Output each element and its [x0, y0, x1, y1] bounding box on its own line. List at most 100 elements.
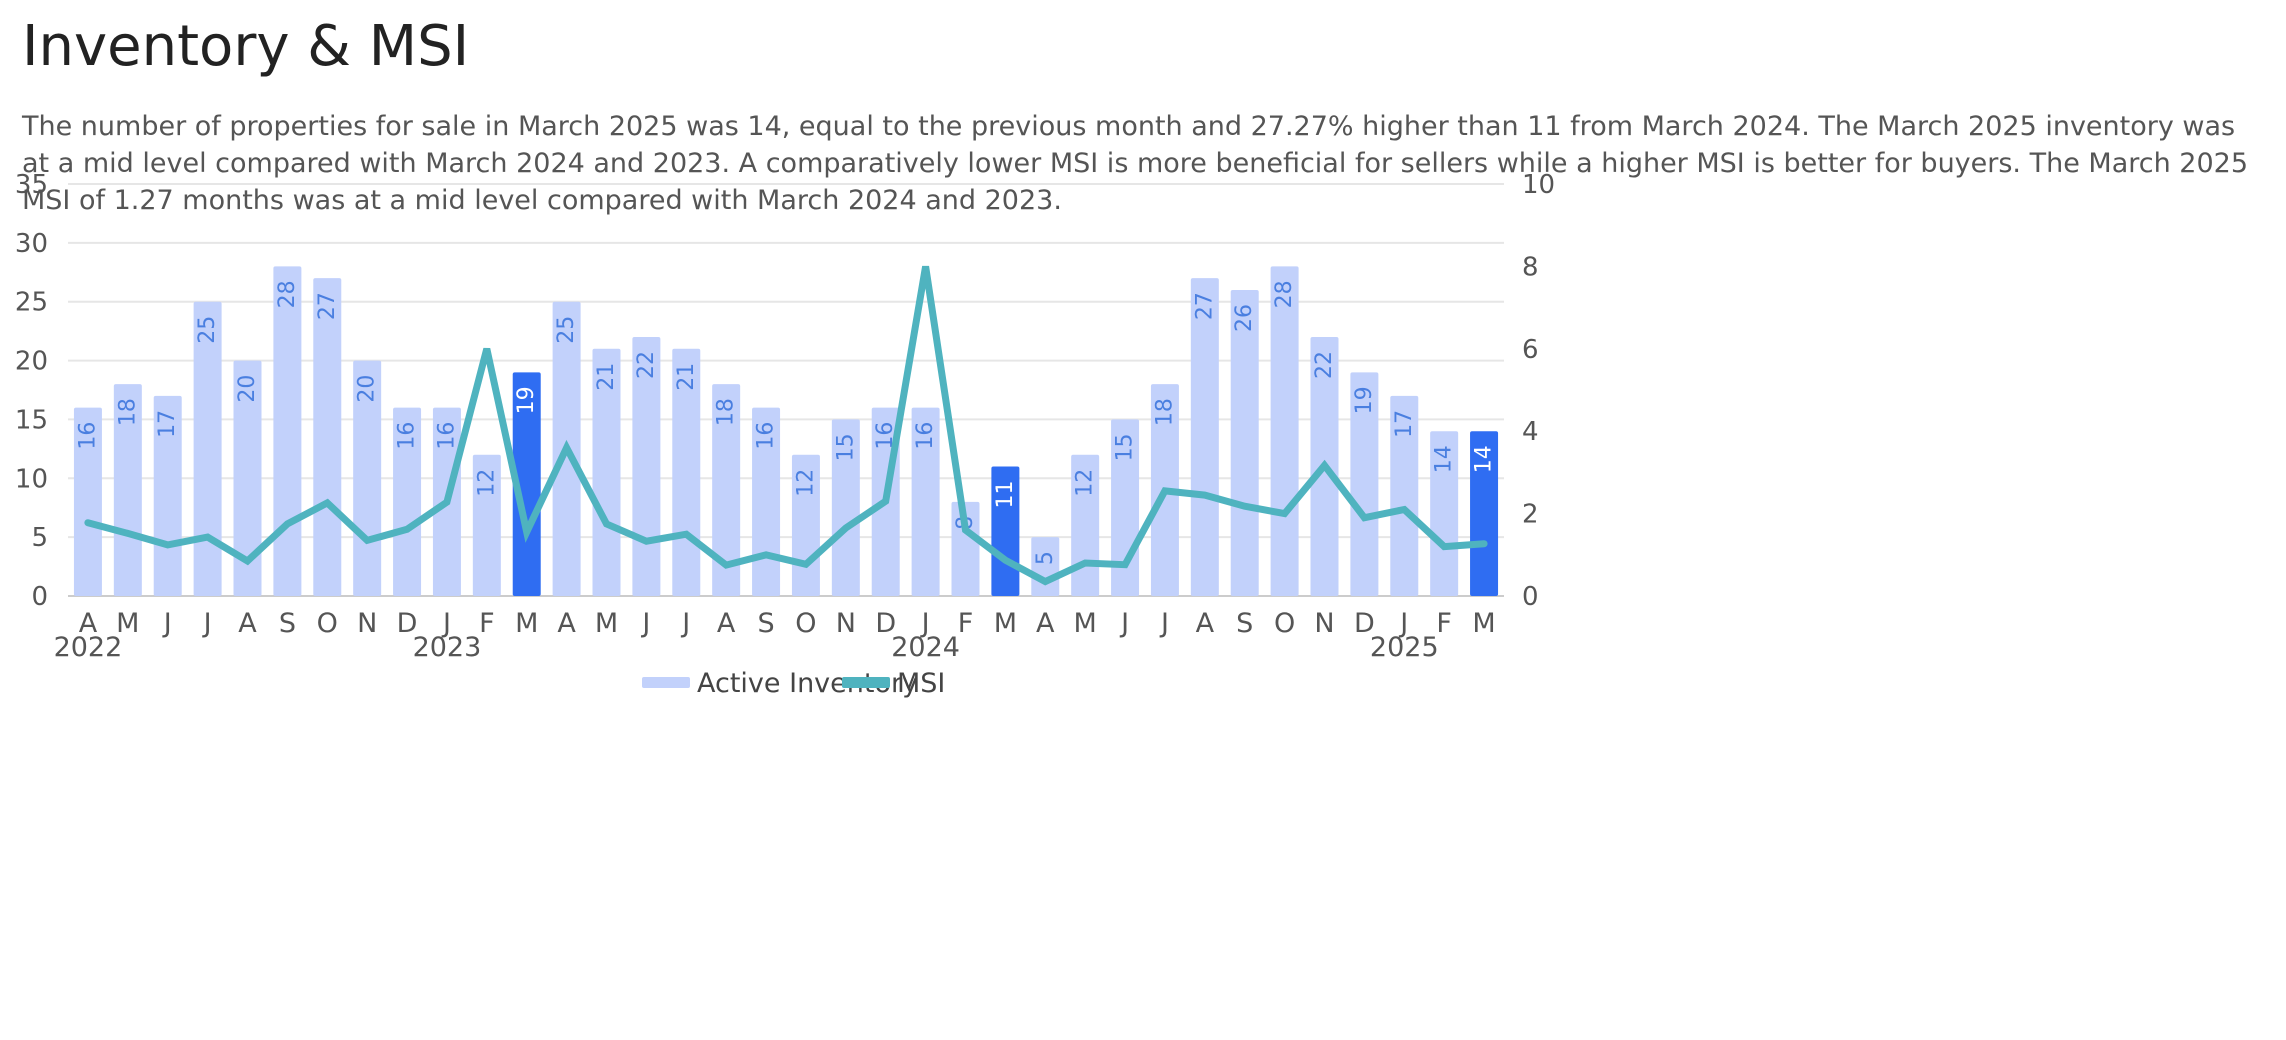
- left-axis-tick-label: 25: [15, 288, 48, 318]
- x-axis-year-label: 2024: [891, 632, 960, 663]
- inventory-bar-label: 16: [434, 422, 459, 450]
- x-axis-month-label: S: [757, 608, 774, 639]
- inventory-bar-label: 16: [913, 422, 938, 450]
- inventory-bar: [472, 454, 501, 596]
- inventory-bar: [831, 419, 860, 596]
- inventory-bar-label: 18: [115, 398, 140, 426]
- inventory-bar-label: 21: [674, 363, 699, 391]
- inventory-bar: [632, 337, 661, 596]
- x-axis-month-label: J: [1159, 608, 1169, 639]
- x-axis-month-label: N: [357, 608, 377, 639]
- x-axis-month-label: J: [202, 608, 212, 639]
- inventory-bar-label: 20: [355, 375, 380, 403]
- left-y-axis: 0 5 10 15 20 25 30 35: [15, 170, 48, 612]
- legend-swatch-active-inventory: [642, 677, 690, 688]
- left-axis-tick-label: 35: [15, 170, 48, 200]
- x-axis-month-label: N: [836, 608, 856, 639]
- inventory-bar: [1470, 431, 1499, 596]
- inventory-bar-label: 25: [195, 316, 220, 344]
- inventory-bar-label: 17: [1392, 410, 1417, 438]
- inventory-bar: [393, 407, 422, 596]
- right-axis-tick-label: 0: [1522, 582, 1539, 612]
- right-axis-tick-label: 10: [1522, 170, 1555, 200]
- inventory-bar-label: 27: [315, 292, 340, 320]
- line-series-msi: [84, 265, 1488, 586]
- inventory-bar-label: 28: [275, 280, 300, 308]
- inventory-bar-label: 15: [833, 433, 858, 461]
- inventory-bar-label: 22: [634, 351, 659, 379]
- inventory-bar-label: 19: [1352, 386, 1377, 414]
- inventory-bar-label: 18: [714, 398, 739, 426]
- inventory-bar: [273, 266, 302, 596]
- x-axis-month-label: F: [479, 608, 495, 639]
- inventory-bar: [712, 384, 741, 596]
- inventory-bar-label: 19: [514, 386, 539, 414]
- x-axis-month-label: J: [1119, 608, 1129, 639]
- x-axis-month-label: D: [875, 608, 896, 639]
- inventory-bar: [1270, 266, 1299, 596]
- inventory-bar-label: 17: [155, 410, 180, 438]
- inventory-bar: [752, 407, 781, 596]
- x-axis-year-label: 2022: [54, 632, 123, 663]
- right-axis-tick-label: 6: [1522, 335, 1539, 365]
- x-axis-month-label: M: [116, 608, 139, 639]
- right-axis-tick-label: 4: [1522, 417, 1539, 447]
- chart-description: The number of properties for sale in Mar…: [22, 111, 2248, 216]
- x-axis-month-label: F: [958, 608, 974, 639]
- inventory-bar-label: 5: [1033, 551, 1058, 565]
- x-axis-month-label: M: [515, 608, 538, 639]
- inventory-bar-label: 21: [594, 363, 619, 391]
- x-axis-month-label: M: [1074, 608, 1097, 639]
- x-axis-month-label: O: [317, 608, 338, 639]
- x-axis-month-label: J: [441, 608, 451, 639]
- x-axis: A M J J A S O N D J F M A M J J A S O N D J F M A M J J A S O N D J F M2022…: [54, 608, 1496, 663]
- x-axis-month-label: M: [994, 608, 1017, 639]
- inventory-bar-label: 12: [1073, 469, 1098, 497]
- x-axis-month-label: N: [1314, 608, 1334, 639]
- inventory-bar-label: 28: [1272, 280, 1297, 308]
- bar-series-active-inventory: 16 18 17 25 20 28 27 20 16 16 12 19 25 21 22 21 18 16 12 15…: [73, 266, 1499, 596]
- x-axis-month-label: A: [79, 608, 98, 639]
- inventory-bar-label: 14: [1432, 445, 1457, 473]
- inventory-bar-label: 20: [235, 375, 260, 403]
- inventory-bar: [1430, 431, 1459, 596]
- inventory-bar-label: 18: [1152, 398, 1177, 426]
- inventory-bar-label: 16: [395, 422, 420, 450]
- inventory-bar: [592, 348, 621, 596]
- inventory-bar: [1350, 372, 1379, 596]
- left-axis-tick-label: 15: [15, 405, 48, 435]
- x-axis-year-label: 2023: [413, 632, 482, 663]
- inventory-bar-label: 27: [1192, 292, 1217, 320]
- x-axis-month-label: D: [1354, 608, 1375, 639]
- left-axis-tick-label: 30: [15, 229, 48, 259]
- x-axis-month-label: M: [1472, 608, 1495, 639]
- left-axis-tick-label: 10: [15, 464, 48, 494]
- inventory-bar: [512, 372, 541, 596]
- inventory-bar-label: 16: [754, 422, 779, 450]
- inventory-bar: [1190, 278, 1219, 596]
- inventory-bar-label: 12: [793, 469, 818, 497]
- left-axis-tick-label: 0: [31, 582, 48, 612]
- x-axis-month-label: A: [1196, 608, 1215, 639]
- x-axis-month-label: A: [717, 608, 736, 639]
- inventory-bar: [193, 301, 222, 596]
- msi-line: [84, 265, 1488, 586]
- x-axis-month-label: M: [595, 608, 618, 639]
- right-axis-tick-label: 2: [1522, 500, 1539, 530]
- left-axis-tick-label: 5: [31, 523, 48, 553]
- inventory-bar: [951, 501, 980, 596]
- x-axis-month-label: J: [162, 608, 172, 639]
- x-axis-month-label: F: [1436, 608, 1452, 639]
- x-axis-month-label: J: [1398, 608, 1408, 639]
- x-axis-month-label: J: [680, 608, 690, 639]
- right-axis-tick-label: 8: [1522, 252, 1539, 282]
- x-axis-month-label: A: [557, 608, 576, 639]
- page-title: Inventory & MSI: [22, 14, 470, 79]
- x-axis-year-label: 2025: [1370, 632, 1439, 663]
- x-axis-month-label: D: [397, 608, 418, 639]
- inventory-bar: [73, 407, 102, 596]
- inventory-bar-label: 26: [1232, 304, 1257, 332]
- inventory-bar: [313, 278, 342, 596]
- x-axis-month-label: J: [920, 608, 930, 639]
